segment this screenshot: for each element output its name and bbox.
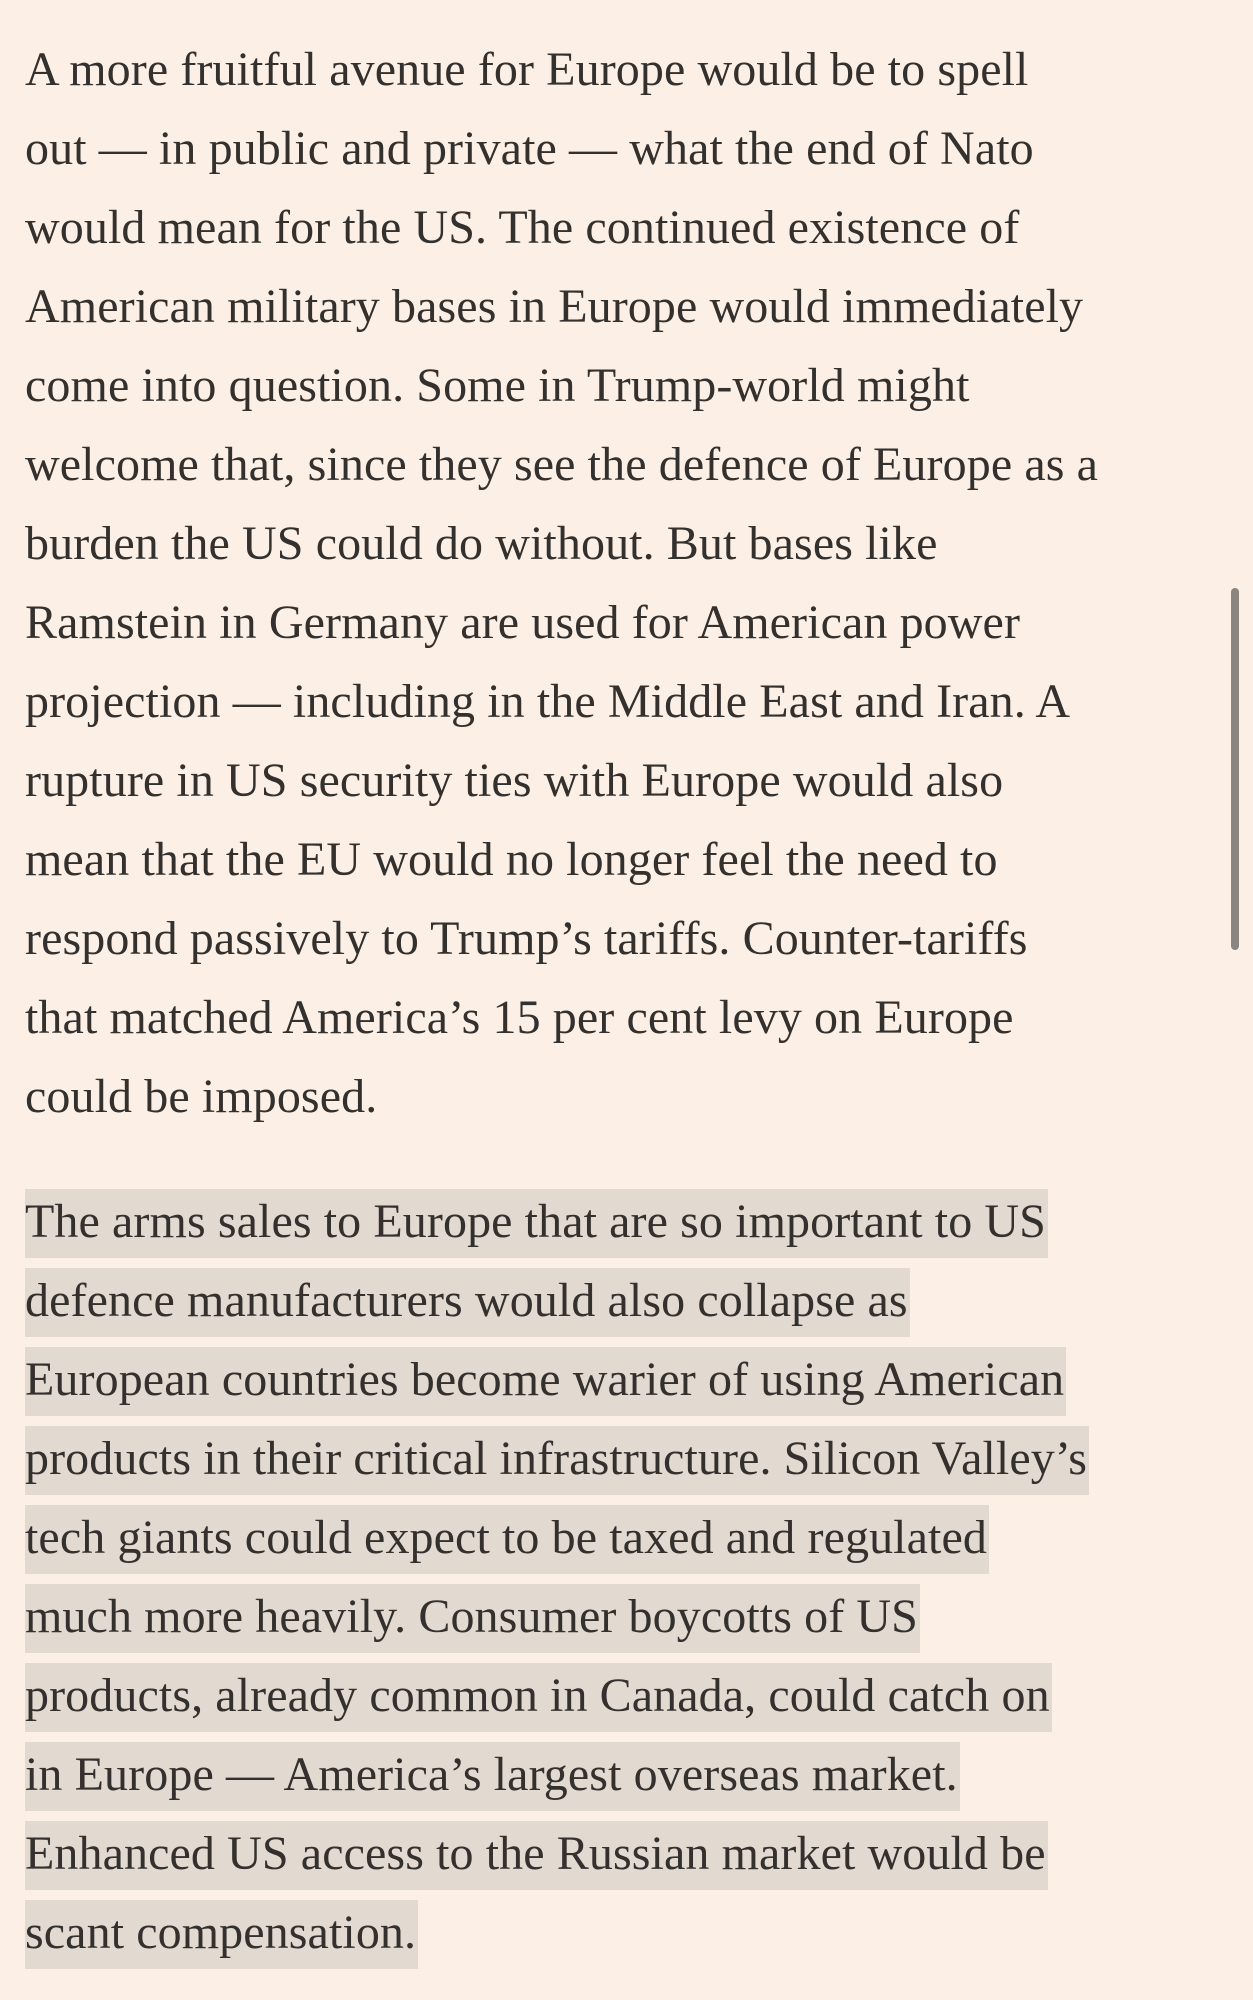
highlighted-line: products in their critical infrastructur… — [25, 1419, 1230, 1498]
highlighted-text: European countries become warier of usin… — [25, 1347, 1067, 1416]
text-line: would mean for the US. The continued exi… — [25, 201, 1020, 254]
highlighted-text: products, already common in Canada, coul… — [25, 1663, 1052, 1732]
paragraph: A more fruitful avenue for Europe would … — [25, 30, 1230, 1136]
text-line: A more fruitful avenue for Europe would … — [25, 43, 1029, 96]
text-line: burden the US could do without. But base… — [25, 517, 938, 570]
highlighted-text: scant compensation. — [25, 1900, 419, 1969]
highlighted-text: in Europe — America’s largest overseas m… — [25, 1742, 960, 1811]
highlighted-text: products in their critical infrastructur… — [25, 1426, 1090, 1495]
text-line: that matched America’s 15 per cent levy … — [25, 991, 1014, 1044]
text-line: welcome that, since they see the defence… — [25, 438, 1099, 491]
highlighted-text: Enhanced US access to the Russian market… — [25, 1821, 1048, 1890]
text-line: mean that the EU would no longer feel th… — [25, 833, 998, 886]
highlighted-line: The arms sales to Europe that are so imp… — [25, 1182, 1230, 1261]
highlighted-line: products, already common in Canada, coul… — [25, 1656, 1230, 1735]
highlighted-line: in Europe — America’s largest overseas m… — [25, 1735, 1230, 1814]
highlighted-text: tech giants could expect to be taxed and… — [25, 1505, 989, 1574]
text-line: American military bases in Europe would … — [25, 280, 1084, 333]
highlighted-text: The arms sales to Europe that are so imp… — [25, 1189, 1048, 1258]
text-line: projection — including in the Middle Eas… — [25, 675, 1071, 728]
highlighted-line: tech giants could expect to be taxed and… — [25, 1498, 1230, 1577]
text-line: respond passively to Trump’s tariffs. Co… — [25, 912, 1028, 965]
text-line: come into question. Some in Trump-world … — [25, 359, 970, 412]
article-body: A more fruitful avenue for Europe would … — [25, 30, 1230, 1972]
text-line: Ramstein in Germany are used for America… — [25, 596, 1021, 649]
highlighted-line: defence manufacturers would also collaps… — [25, 1261, 1230, 1340]
text-line: could be imposed. — [25, 1070, 378, 1123]
highlighted-text: defence manufacturers would also collaps… — [25, 1268, 910, 1337]
highlighted-line: Enhanced US access to the Russian market… — [25, 1814, 1230, 1893]
text-line: rupture in US security ties with Europe … — [25, 754, 1004, 807]
highlighted-line: much more heavily. Consumer boycotts of … — [25, 1577, 1230, 1656]
highlighted-paragraph[interactable]: The arms sales to Europe that are so imp… — [25, 1182, 1230, 1972]
highlighted-line: European countries become warier of usin… — [25, 1340, 1230, 1419]
scrollbar-thumb[interactable] — [1231, 588, 1239, 950]
text-line: out — in public and private — what the e… — [25, 122, 1034, 175]
highlighted-text: much more heavily. Consumer boycotts of … — [25, 1584, 920, 1653]
highlighted-line: scant compensation. — [25, 1893, 1230, 1972]
